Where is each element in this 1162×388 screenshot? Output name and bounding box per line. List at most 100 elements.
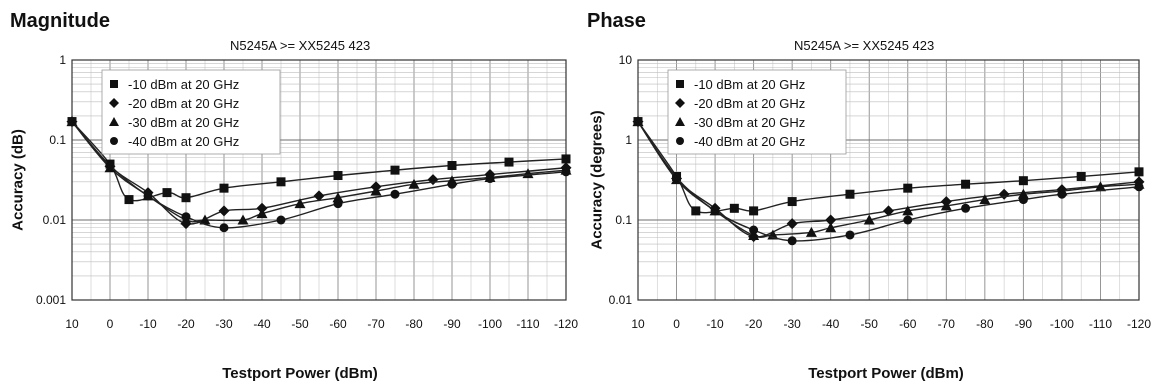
y-tick-label: 1 bbox=[625, 133, 632, 147]
x-tick-label: -20 bbox=[177, 317, 195, 331]
magnitude-chart: 1 0.1 0.01 0.001 10 0 -10 -20 -30 -40 -50 -60 -70 -80… bbox=[36, 53, 578, 331]
data-point-triangle bbox=[199, 214, 211, 225]
legend-marker-diamond bbox=[109, 98, 119, 108]
data-point-circle bbox=[1018, 195, 1028, 205]
legend-marker-triangle bbox=[675, 117, 685, 126]
data-point-square bbox=[749, 206, 759, 216]
legend-label: -40 dBm at 20 GHz bbox=[694, 134, 805, 149]
data-point-circle bbox=[447, 179, 457, 189]
data-point-square bbox=[276, 177, 286, 187]
data-point-diamond bbox=[313, 190, 325, 202]
y-tick-label: 0.001 bbox=[36, 293, 66, 307]
legend-label: -30 dBm at 20 GHz bbox=[694, 115, 805, 130]
data-point-triangle bbox=[332, 192, 344, 203]
legend-marker-circle bbox=[676, 137, 684, 145]
data-point-circle bbox=[276, 215, 286, 225]
data-point-diamond bbox=[786, 218, 798, 230]
legend-label: -40 dBm at 20 GHz bbox=[128, 134, 239, 149]
x-tick-label: 0 bbox=[107, 317, 114, 331]
data-point-circle bbox=[1057, 189, 1067, 199]
data-point-square bbox=[219, 183, 229, 193]
data-point-triangle bbox=[408, 178, 420, 189]
x-tick-label: -60 bbox=[899, 317, 917, 331]
panel-title: Magnitude bbox=[10, 10, 110, 32]
y-tick-label: 0.01 bbox=[609, 293, 633, 307]
data-point-triangle bbox=[370, 185, 382, 196]
data-point-triangle bbox=[805, 226, 817, 237]
x-tick-label: -110 bbox=[516, 317, 539, 331]
legend-label: -20 dBm at 20 GHz bbox=[694, 96, 805, 111]
data-point-circle bbox=[561, 167, 571, 177]
y-tick-label: 0.01 bbox=[43, 213, 67, 227]
data-point-square bbox=[561, 154, 571, 164]
data-point-square bbox=[162, 188, 172, 198]
data-point-triangle bbox=[979, 194, 991, 205]
data-point-triangle bbox=[1094, 181, 1106, 192]
x-tick-label: -10 bbox=[139, 317, 157, 331]
x-tick-label: -50 bbox=[291, 317, 309, 331]
data-point-square bbox=[845, 189, 855, 199]
data-point-circle bbox=[485, 174, 495, 184]
x-axis-label: Testport Power (dBm) bbox=[222, 365, 378, 382]
legend-marker-triangle bbox=[109, 117, 119, 126]
data-point-square bbox=[787, 197, 797, 207]
x-tick-label: -110 bbox=[1089, 317, 1112, 331]
data-point-square bbox=[729, 203, 739, 213]
data-point-square bbox=[390, 165, 400, 175]
data-point-circle bbox=[633, 117, 643, 127]
data-point-square bbox=[903, 183, 913, 193]
magnitude-panel: Magnitude N5245A >= XX5245 423 Accuracy … bbox=[10, 10, 579, 382]
data-point-diamond bbox=[218, 205, 230, 217]
data-point-triangle bbox=[237, 214, 249, 225]
data-point-circle bbox=[143, 191, 153, 201]
legend-label: -10 dBm at 20 GHz bbox=[128, 77, 239, 92]
data-point-square bbox=[124, 195, 134, 205]
data-point-circle bbox=[749, 225, 759, 235]
data-point-diamond bbox=[825, 214, 837, 226]
data-point-circle bbox=[105, 161, 115, 171]
data-point-triangle bbox=[902, 205, 914, 216]
data-point-diamond bbox=[883, 205, 894, 217]
data-point-triangle bbox=[256, 208, 268, 219]
x-tick-label: -60 bbox=[329, 317, 347, 331]
x-tick-label: -40 bbox=[253, 317, 271, 331]
x-tick-label: 0 bbox=[673, 317, 680, 331]
x-tick-label: -80 bbox=[976, 317, 994, 331]
x-tick-label: -120 bbox=[554, 317, 578, 331]
legend-label: -20 dBm at 20 GHz bbox=[128, 96, 239, 111]
x-tick-label: -80 bbox=[405, 317, 423, 331]
x-tick-label: -100 bbox=[478, 317, 502, 331]
data-point-circle bbox=[390, 189, 400, 199]
phase-panel: Phase N5245A >= XX5245 423 Accuracy (deg… bbox=[581, 0, 1162, 388]
legend-label: -30 dBm at 20 GHz bbox=[128, 115, 239, 130]
x-tick-label: -30 bbox=[215, 317, 233, 331]
x-tick-label: -50 bbox=[861, 317, 879, 331]
x-tick-label: -100 bbox=[1050, 317, 1074, 331]
panel-title: Phase bbox=[587, 10, 646, 32]
data-point-circle bbox=[333, 199, 343, 209]
legend-marker-square bbox=[676, 80, 684, 88]
y-tick-label: 0.1 bbox=[615, 213, 632, 227]
data-point-triangle bbox=[863, 214, 875, 225]
legend-marker-square bbox=[110, 80, 118, 88]
legend-box bbox=[667, 69, 847, 155]
x-tick-label: -20 bbox=[745, 317, 763, 331]
data-point-circle bbox=[787, 236, 797, 246]
legend-marker-circle bbox=[110, 137, 118, 145]
phase-chart: 10 1 0.1 0.01 10 0 -10 -20 -30 -40 -50 -60 -70 -80 -90… bbox=[609, 53, 1152, 331]
data-point-triangle bbox=[294, 198, 306, 209]
x-tick-label: 10 bbox=[631, 317, 645, 331]
data-point-circle bbox=[219, 223, 229, 233]
data-point-square bbox=[691, 206, 701, 216]
y-tick-label: 1 bbox=[59, 53, 66, 67]
data-point-circle bbox=[845, 230, 855, 240]
data-point-circle bbox=[181, 212, 191, 222]
chart-title: N5245A >= XX5245 423 bbox=[230, 38, 371, 53]
y-tick-label: 10 bbox=[619, 53, 633, 67]
x-tick-label: 10 bbox=[65, 317, 79, 331]
legend-label: -10 dBm at 20 GHz bbox=[694, 77, 805, 92]
data-point-square bbox=[1134, 167, 1144, 177]
x-tick-label: -120 bbox=[1127, 317, 1151, 331]
x-tick-label: -40 bbox=[822, 317, 840, 331]
data-point-triangle bbox=[940, 200, 952, 211]
